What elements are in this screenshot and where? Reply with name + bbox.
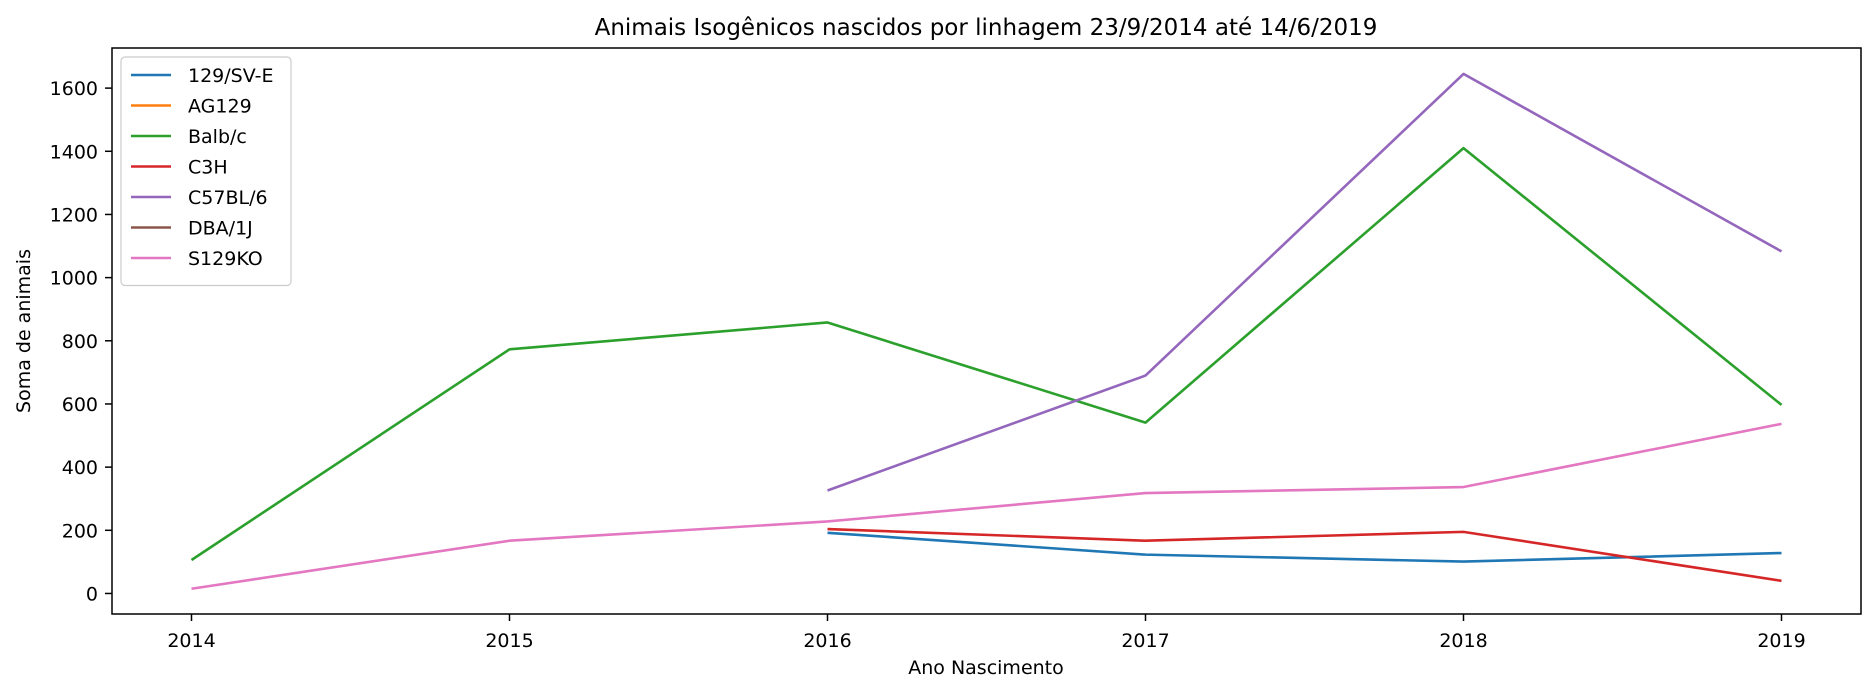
legend-label: C57BL/6	[188, 187, 268, 209]
chart-title: Animais Isogênicos nascidos por linhagem…	[595, 15, 1378, 41]
x-tick-label: 2019	[1757, 630, 1805, 652]
y-tick-label: 1400	[50, 141, 98, 163]
x-tick-label: 2018	[1439, 630, 1487, 652]
x-tick-label: 2017	[1121, 630, 1169, 652]
x-tick-label: 2014	[167, 630, 215, 652]
legend-label: 129/SV-E	[188, 65, 273, 87]
y-tick-label: 800	[62, 331, 98, 353]
y-tick-label: 0	[86, 583, 98, 605]
legend: 129/SV-E AG129 Balb/c C3H C57BL/6 DBA/1J S129K…	[120, 56, 292, 287]
legend-label: C3H	[188, 157, 228, 179]
series-line-c57bl-6	[827, 72, 1783, 492]
x-axis-label: Ano Nascimento	[908, 657, 1064, 679]
legend-label: AG129	[188, 96, 252, 118]
series-line-s129ko	[191, 422, 1782, 591]
y-tick-label: 400	[62, 457, 98, 479]
legend-label: Balb/c	[188, 126, 247, 148]
y-tick-label: 1600	[50, 78, 98, 100]
x-axis-ticks: 2014 2015 2016 2017 2018 2019	[167, 614, 1806, 652]
legend-label: DBA/1J	[188, 218, 253, 240]
y-tick-label: 200	[62, 520, 98, 542]
y-tick-label: 1200	[50, 204, 98, 226]
series-line-balb-c	[190, 146, 1783, 562]
y-tick-label: 600	[62, 394, 98, 416]
y-axis-ticks: 0 200 400 600 800 1000 1200 1400 1600	[50, 78, 112, 605]
legend-label: S129KO	[188, 248, 263, 270]
y-tick-label: 1000	[50, 268, 98, 290]
plot-area-frame	[111, 47, 1862, 615]
series-line-c3h	[827, 527, 1782, 583]
y-axis-label: Soma de animais	[13, 249, 35, 413]
x-tick-label: 2015	[485, 630, 533, 652]
x-tick-label: 2016	[803, 630, 851, 652]
series-lines	[190, 72, 1783, 591]
